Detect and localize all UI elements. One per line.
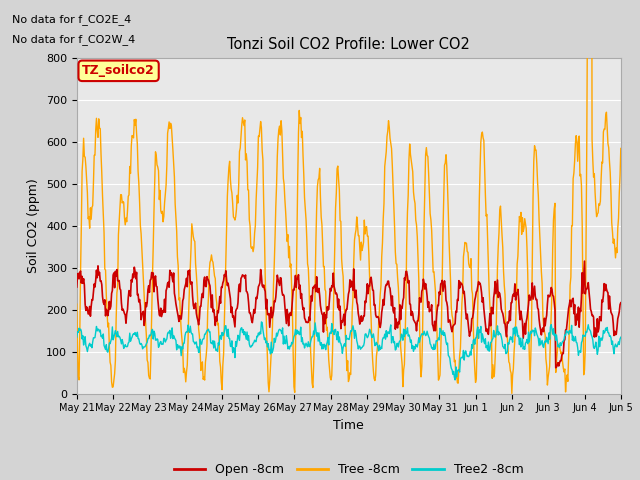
X-axis label: Time: Time [333, 419, 364, 432]
Text: No data for f_CO2E_4: No data for f_CO2E_4 [12, 14, 131, 25]
Text: No data for f_CO2W_4: No data for f_CO2W_4 [12, 34, 135, 45]
Y-axis label: Soil CO2 (ppm): Soil CO2 (ppm) [28, 178, 40, 273]
Title: Tonzi Soil CO2 Profile: Lower CO2: Tonzi Soil CO2 Profile: Lower CO2 [227, 37, 470, 52]
Text: TZ_soilco2: TZ_soilco2 [82, 64, 155, 77]
Legend: Open -8cm, Tree -8cm, Tree2 -8cm: Open -8cm, Tree -8cm, Tree2 -8cm [169, 458, 529, 480]
